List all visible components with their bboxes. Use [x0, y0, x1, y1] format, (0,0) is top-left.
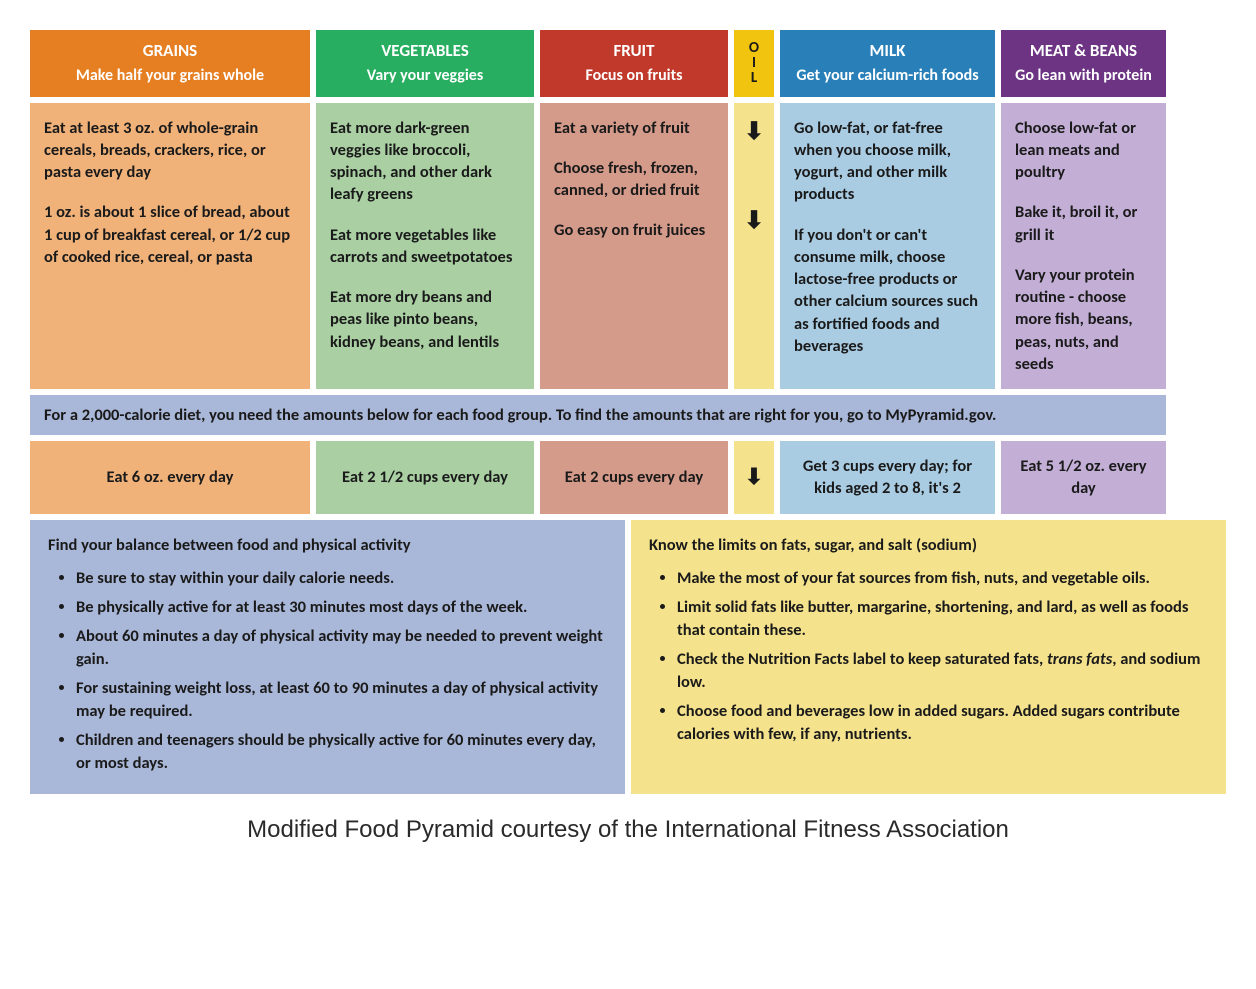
oil-header: O I L	[734, 30, 774, 97]
down-arrow-icon: ⬇	[744, 117, 764, 146]
balance-heading: Find your balance between food and physi…	[48, 534, 607, 557]
list-item: Check the Nutrition Facts label to keep …	[677, 648, 1208, 694]
vegetables-title: VEGETABLES	[324, 40, 526, 63]
milk-subtitle: Get your calcium-rich foods	[788, 65, 987, 87]
list-item: Be physically active for at least 30 min…	[76, 596, 607, 619]
milk-header: MILK Get your calcium-rich foods	[780, 30, 995, 97]
tip: Eat more vegetables like carrots and swe…	[330, 224, 520, 269]
tip: If you don't or can't consume milk, choo…	[794, 224, 981, 358]
tip: Choose low-fat or lean meats and poultry	[1015, 117, 1152, 184]
fruit-subtitle: Focus on fruits	[548, 65, 720, 87]
limits-box: Know the limits on fats, sugar, and salt…	[631, 520, 1226, 794]
milk-title: MILK	[788, 40, 987, 63]
grains-tips: Eat at least 3 oz. of whole-grain cereal…	[30, 103, 310, 390]
vegetables-header: VEGETABLES Vary your veggies	[316, 30, 534, 97]
tip: Eat more dark-green veggies like broccol…	[330, 117, 520, 206]
meat-tips: Choose low-fat or lean meats and poultry…	[1001, 103, 1166, 390]
list-item: About 60 minutes a day of physical activ…	[76, 625, 607, 671]
list-item: Children and teenagers should be physica…	[76, 729, 607, 775]
milk-tips: Go low-fat, or fat-free when you choose …	[780, 103, 995, 390]
list-item: Be sure to stay within your daily calori…	[76, 567, 607, 590]
fruit-amount: Eat 2 cups every day	[540, 441, 728, 514]
footer-credit: Modified Food Pyramid courtesy of the In…	[30, 816, 1226, 844]
down-arrow-icon: ⬇	[744, 206, 764, 235]
limits-heading: Know the limits on fats, sugar, and salt…	[649, 534, 1208, 557]
list-item: Limit solid fats like butter, margarine,…	[677, 596, 1208, 642]
grains-title: GRAINS	[38, 40, 302, 63]
tip: Go easy on fruit juices	[554, 219, 714, 241]
meat-subtitle: Go lean with protein	[1009, 65, 1158, 87]
tip: Bake it, broil it, or grill it	[1015, 201, 1152, 246]
balance-list: Be sure to stay within your daily calori…	[48, 567, 607, 776]
meat-title: MEAT & BEANS	[1009, 40, 1158, 63]
bottom-info-row: Find your balance between food and physi…	[30, 520, 1226, 794]
tip: Vary your protein routine - choose more …	[1015, 264, 1152, 375]
grains-amount: Eat 6 oz. every day	[30, 441, 310, 514]
calorie-note: For a 2,000-calorie diet, you need the a…	[30, 395, 1166, 435]
list-item: Choose food and beverages low in added s…	[677, 700, 1208, 746]
meat-header: MEAT & BEANS Go lean with protein	[1001, 30, 1166, 97]
food-pyramid-grid: GRAINS Make half your grains whole VEGET…	[30, 30, 1226, 514]
fruit-header: FRUIT Focus on fruits	[540, 30, 728, 97]
tip: Eat at least 3 oz. of whole-grain cereal…	[44, 117, 296, 184]
oil-body: ⬇ ⬇	[734, 103, 774, 390]
list-item: For sustaining weight loss, at least 60 …	[76, 677, 607, 723]
oil-letter: L	[751, 71, 757, 86]
grains-subtitle: Make half your grains whole	[38, 65, 302, 87]
fruit-title: FRUIT	[548, 40, 720, 63]
vegetables-subtitle: Vary your veggies	[324, 65, 526, 87]
tip: Choose fresh, frozen, canned, or dried f…	[554, 157, 714, 202]
tip: 1 oz. is about 1 slice of bread, about 1…	[44, 201, 296, 268]
milk-amount: Get 3 cups every day; for kids aged 2 to…	[780, 441, 995, 514]
vegetables-tips: Eat more dark-green veggies like broccol…	[316, 103, 534, 390]
limits-list: Make the most of your fat sources from f…	[649, 567, 1208, 747]
grains-header: GRAINS Make half your grains whole	[30, 30, 310, 97]
down-arrow-icon: ⬇	[745, 464, 763, 490]
oil-amount: ⬇	[734, 441, 774, 514]
tip: Eat a variety of fruit	[554, 117, 714, 139]
vegetables-amount: Eat 2 1/2 cups every day	[316, 441, 534, 514]
balance-box: Find your balance between food and physi…	[30, 520, 625, 794]
fruit-tips: Eat a variety of fruit Choose fresh, fro…	[540, 103, 728, 390]
tip: Go low-fat, or fat-free when you choose …	[794, 117, 981, 206]
meat-amount: Eat 5 1/2 oz. every day	[1001, 441, 1166, 514]
tip: Eat more dry beans and peas like pinto b…	[330, 286, 520, 353]
list-item: Make the most of your fat sources from f…	[677, 567, 1208, 590]
